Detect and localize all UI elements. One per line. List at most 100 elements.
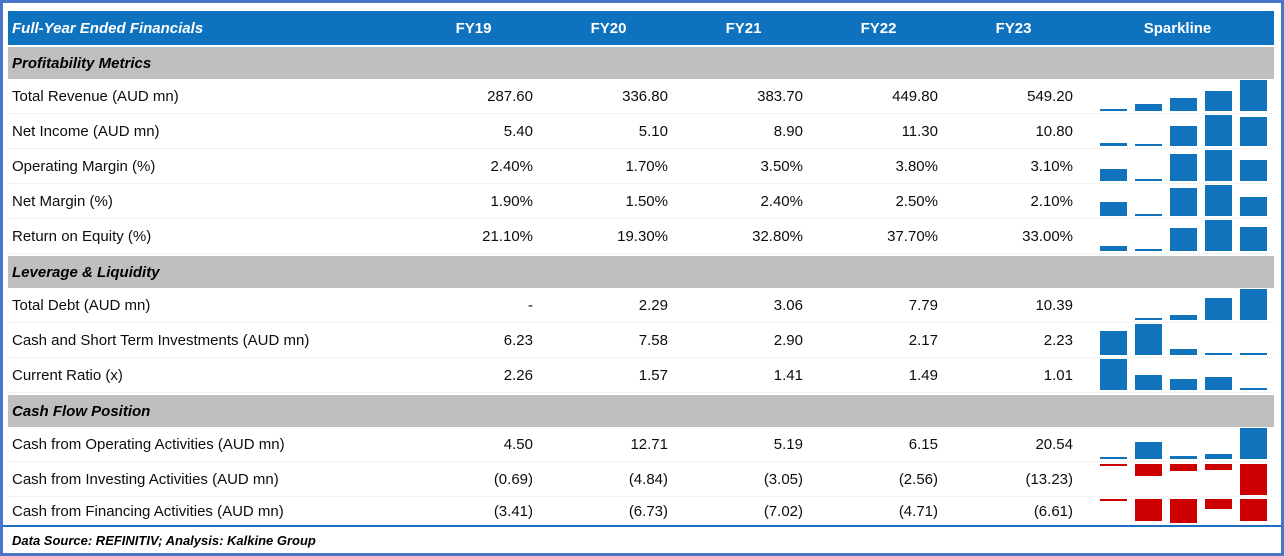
value-cell: 2.40% bbox=[760, 192, 803, 210]
sparkline-bar bbox=[1135, 104, 1162, 111]
sparkline-bar-slot bbox=[1135, 151, 1162, 181]
value-cell: 336.80 bbox=[622, 87, 668, 105]
sparkline-bar-slot bbox=[1135, 429, 1162, 459]
sparkline-bar-slot bbox=[1100, 429, 1127, 459]
sparkline-bar-slot bbox=[1240, 464, 1267, 495]
sparkline-bar-slot bbox=[1240, 186, 1267, 216]
sparkline-bar bbox=[1135, 318, 1162, 320]
sparkline-bar bbox=[1100, 143, 1127, 146]
sparkline-bar bbox=[1100, 457, 1127, 459]
sparkline-bar-slot bbox=[1100, 81, 1127, 111]
sparkline-bar-slot bbox=[1205, 360, 1232, 390]
sparkline-bar bbox=[1240, 428, 1267, 459]
sparkline-bar-slot bbox=[1135, 81, 1162, 111]
value-cell: 10.80 bbox=[1035, 122, 1073, 140]
sparkline-bar-slot bbox=[1170, 186, 1197, 216]
value-cell: 3.06 bbox=[773, 296, 803, 314]
sparkline-bar-slot bbox=[1205, 499, 1232, 523]
sparkline-bar bbox=[1170, 126, 1197, 146]
sparkline-bar-slot bbox=[1135, 464, 1162, 494]
sparkline-bar bbox=[1170, 188, 1197, 216]
sparkline-bar-slot bbox=[1100, 359, 1127, 390]
sparkline-bar bbox=[1205, 499, 1232, 509]
value-cell: 12.71 bbox=[630, 435, 668, 453]
sparkline-bar-slot bbox=[1170, 116, 1197, 146]
value-cell: (3.41) bbox=[493, 502, 533, 520]
sparkline-bar bbox=[1135, 442, 1162, 459]
sparkline-bar bbox=[1205, 91, 1232, 111]
value-cell: (4.84) bbox=[628, 470, 668, 488]
sparkline-bars bbox=[1100, 289, 1267, 320]
sparkline-bar-slot bbox=[1205, 220, 1232, 251]
sparkline-bar bbox=[1135, 324, 1162, 355]
sparkline-bar-slot bbox=[1205, 150, 1232, 181]
value-cell: 383.70 bbox=[757, 87, 803, 105]
value-cell: (13.23) bbox=[1025, 470, 1073, 488]
sparkline-bar-slot bbox=[1100, 116, 1127, 146]
sparkline-bar bbox=[1205, 115, 1232, 146]
sparkline-bar bbox=[1205, 464, 1232, 470]
sparkline-bar-slot bbox=[1170, 81, 1197, 111]
sparkline-bar bbox=[1100, 169, 1127, 181]
table-row: Cash from Investing Activities (AUD mn) (… bbox=[8, 462, 1274, 497]
value-cell: 2.26 bbox=[503, 366, 533, 384]
table-row: Current Ratio (x) 2.26 1.57 1.41 1.49 1.01 bbox=[8, 358, 1274, 393]
sparkline-bar-slot bbox=[1205, 81, 1232, 111]
sparkline-bar-slot bbox=[1205, 115, 1232, 146]
sparkline bbox=[1081, 149, 1274, 183]
sparkline-bar-slot bbox=[1170, 429, 1197, 459]
value-cell: - bbox=[528, 296, 533, 314]
sparkline-bar-slot bbox=[1100, 499, 1127, 523]
sparkline-bar bbox=[1100, 359, 1127, 390]
value-cell: 10.39 bbox=[1035, 296, 1073, 314]
sparkline-bar-slot bbox=[1135, 290, 1162, 320]
sparkline bbox=[1081, 323, 1274, 357]
sparkline-bar-slot bbox=[1205, 290, 1232, 320]
value-cell: 2.40% bbox=[490, 157, 533, 175]
sparkline-bar-slot bbox=[1205, 325, 1232, 355]
sparkline-bar bbox=[1240, 160, 1267, 181]
value-cell: 2.50% bbox=[895, 192, 938, 210]
value-cell: 3.10% bbox=[1030, 157, 1073, 175]
value-cell: 3.80% bbox=[895, 157, 938, 175]
table-row: Return on Equity (%) 21.10% 19.30% 32.80% 37… bbox=[8, 219, 1274, 254]
sparkline-bar bbox=[1205, 454, 1232, 459]
table-body: Profitability Metrics Total Revenue (AUD … bbox=[8, 45, 1274, 525]
sparkline-bar bbox=[1100, 331, 1127, 355]
sparkline-bar bbox=[1240, 289, 1267, 320]
value-cell: 2.29 bbox=[638, 296, 668, 314]
value-cell: (6.73) bbox=[628, 502, 668, 520]
col-header-fy20: FY20 bbox=[590, 19, 627, 37]
value-cell: 2.90 bbox=[773, 331, 803, 349]
value-cell: (6.61) bbox=[1033, 502, 1073, 520]
data-source-note: Data Source: REFINITIV; Analysis: Kalkin… bbox=[12, 532, 316, 548]
sparkline-bar bbox=[1170, 464, 1197, 471]
sparkline-bar bbox=[1135, 499, 1162, 521]
value-cell: 5.19 bbox=[773, 435, 803, 453]
sparkline-bar bbox=[1100, 109, 1127, 111]
sparkline-bar bbox=[1170, 98, 1197, 111]
row-label: Net Income (AUD mn) bbox=[12, 122, 160, 140]
sparkline-bar bbox=[1240, 353, 1267, 355]
col-header-fy22: FY22 bbox=[860, 19, 897, 37]
value-cell: 1.49 bbox=[908, 366, 938, 384]
sparkline-bar-slot bbox=[1205, 429, 1232, 459]
col-header-fy21: FY21 bbox=[725, 19, 762, 37]
sparkline-bar bbox=[1100, 464, 1127, 466]
table-row: Net Income (AUD mn) 5.40 5.10 8.90 11.30 10.8… bbox=[8, 114, 1274, 149]
sparkline-bar bbox=[1205, 185, 1232, 216]
sparkline-bar bbox=[1240, 117, 1267, 146]
row-label: Cash from Financing Activities (AUD mn) bbox=[12, 502, 284, 520]
sparkline-bar bbox=[1170, 379, 1197, 390]
value-cell: 287.60 bbox=[487, 87, 533, 105]
sparkline-bar-slot bbox=[1170, 464, 1197, 494]
sparkline bbox=[1081, 462, 1274, 496]
sparkline-bar bbox=[1135, 464, 1162, 476]
table-row: Cash from Operating Activities (AUD mn) 4… bbox=[8, 427, 1274, 462]
value-cell: 37.70% bbox=[887, 227, 938, 245]
value-cell: 19.30% bbox=[617, 227, 668, 245]
sparkline-bar-slot bbox=[1170, 325, 1197, 355]
sparkline-bar-slot bbox=[1240, 221, 1267, 251]
sparkline-bar-slot bbox=[1100, 290, 1127, 320]
